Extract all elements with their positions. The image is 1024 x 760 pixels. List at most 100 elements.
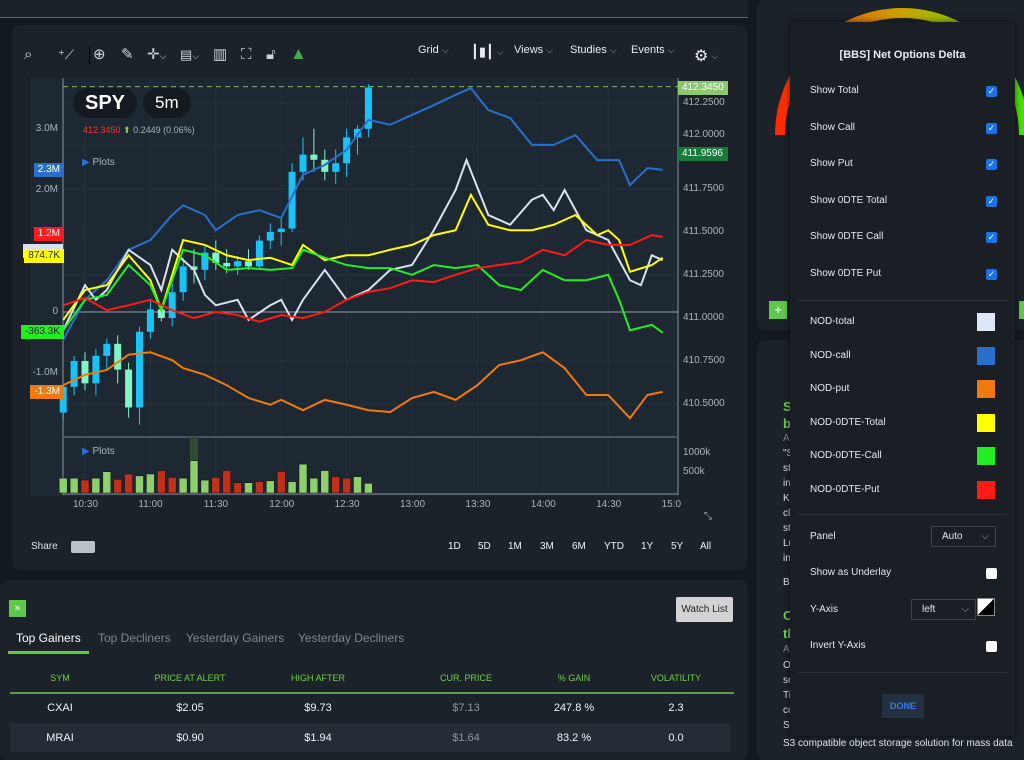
column-header[interactable]: HIGH AFTER — [290, 673, 346, 683]
volume-plots-toggle[interactable]: ▶ Plots — [82, 446, 115, 457]
toggle-checkbox[interactable]: ✓ — [986, 269, 997, 280]
volume-bar — [189, 460, 199, 494]
chevron-down-icon: ⌵ — [667, 44, 675, 55]
toggle-checkbox[interactable]: ✓ — [986, 195, 997, 207]
volume-axis-label: 1000k — [683, 447, 711, 458]
toggle-checkbox[interactable]: ✓ — [986, 86, 997, 97]
news-text-fragment: Ap — [783, 644, 795, 655]
price-tag: 412.3450 — [678, 81, 728, 95]
range-button-1m[interactable]: 1M — [508, 541, 522, 552]
axis-color-swatch[interactable] — [977, 598, 995, 616]
plot-area[interactable] — [30, 78, 678, 496]
table-icon[interactable]: ▥ — [213, 46, 228, 63]
interval-chip[interactable]: 5m — [143, 88, 191, 118]
range-button-5y[interactable]: 5Y — [671, 541, 684, 552]
volume-axis-label: 500k — [683, 466, 705, 477]
candle — [332, 163, 340, 172]
add-button[interactable]: + — [769, 301, 787, 319]
watch-list-button[interactable]: Watch List — [676, 597, 733, 622]
done-button[interactable]: DONE — [882, 694, 924, 718]
color-swatch[interactable] — [977, 313, 995, 331]
add-button[interactable]: + — [1019, 301, 1024, 319]
color-swatch[interactable] — [977, 481, 995, 499]
volume-bar — [102, 471, 112, 494]
color-swatch[interactable] — [977, 380, 995, 399]
range-button-ytd[interactable]: YTD — [604, 541, 624, 552]
candlestick-icon: ┃▮┃ — [471, 44, 494, 59]
column-header[interactable]: VOLATILITY — [650, 673, 702, 683]
toggle-checkbox[interactable]: ✓ — [986, 232, 997, 244]
color-swatch[interactable] — [977, 346, 995, 365]
studies-menu[interactable]: Studies ⌵ — [570, 44, 617, 56]
toggle-label: Show 0DTE Call — [810, 231, 884, 243]
series-value-tag: -1.3M — [30, 385, 64, 399]
column-header[interactable]: PRICE AT ALERT — [154, 673, 226, 683]
volume-bar — [167, 477, 177, 494]
series-value-tag: 2.3M — [33, 163, 64, 177]
events-menu[interactable]: Events ⌵ — [631, 44, 674, 56]
panel-value: Auto — [942, 531, 963, 542]
plots-label: Plots — [92, 157, 115, 168]
volume-bar — [320, 470, 330, 494]
crosshair-icon[interactable]: ✛⌵ — [147, 46, 167, 63]
series-color-label: NOD-put — [810, 383, 850, 395]
volume-bar — [309, 477, 319, 494]
volume-bar — [135, 475, 144, 494]
invert-checkbox[interactable] — [986, 641, 997, 652]
draw-trend-icon[interactable]: ⁺⟋ — [58, 47, 74, 62]
range-button-3m[interactable]: 3M — [540, 541, 554, 552]
range-button-1y[interactable]: 1Y — [641, 541, 654, 552]
news-text-fragment: Ap — [783, 433, 795, 444]
range-button-all[interactable]: All — [700, 541, 712, 552]
panel-select[interactable]: Auto ⌵ — [931, 526, 996, 547]
candle — [201, 252, 209, 270]
news-last-line: S3 compatible object storage solution fo… — [783, 738, 1013, 749]
yaxis-select[interactable]: left ⌵ — [911, 599, 976, 620]
news-text-fragment: cle — [783, 508, 796, 519]
comment-icon[interactable]: ▤⌵ — [180, 47, 200, 62]
column-header[interactable]: % GAIN — [557, 673, 591, 683]
range-button-6m[interactable]: 6M — [572, 541, 586, 552]
underlay-checkbox[interactable] — [986, 568, 997, 579]
price-change: 0.2449 (0.06%) — [133, 125, 195, 135]
tab-top-gainers[interactable]: Top Gainers — [16, 631, 81, 645]
divider — [798, 300, 1007, 301]
range-button-5d[interactable]: 5D — [478, 541, 491, 552]
tab-yesterday-decliners[interactable]: Yesterday Decliners — [298, 631, 405, 645]
color-swatch[interactable] — [977, 413, 995, 432]
range-button-1d[interactable]: 1D — [448, 541, 461, 552]
color-swatch[interactable] — [977, 447, 995, 466]
plots-toggle[interactable]: ▶ Plots — [82, 157, 115, 168]
volume-bar — [146, 473, 155, 494]
views-label: Views — [514, 44, 544, 56]
symbol-chip[interactable]: SPY — [73, 88, 138, 118]
views-menu[interactable]: Views ⌵ — [514, 44, 553, 56]
toggle-checkbox[interactable]: ✓ — [986, 159, 997, 171]
grid-menu[interactable]: Grid ⌵ — [418, 44, 449, 56]
candle — [59, 386, 67, 413]
tab-top-decliners[interactable]: Top Decliners — [98, 631, 171, 645]
unlock-icon[interactable]: 🔓︎ — [266, 46, 276, 63]
search-icon[interactable]: ⌕ — [24, 46, 33, 63]
candle — [288, 171, 296, 229]
keyboard-icon[interactable] — [71, 541, 95, 553]
settings-menu[interactable]: ⚙ ⌵ — [694, 46, 718, 66]
zoom-in-icon[interactable]: ⊕ — [93, 46, 106, 63]
share-button[interactable]: Share — [31, 541, 58, 552]
collapse-icon[interactable]: ⤡ — [704, 511, 712, 522]
volume-bar — [287, 481, 297, 494]
fullscreen-icon[interactable]: ⛶ — [241, 46, 252, 63]
pencil-icon[interactable]: ✎ — [121, 46, 134, 63]
table-header-line — [10, 692, 734, 694]
chart-type-menu[interactable]: ┃▮┃ ⌵ — [471, 44, 504, 60]
toggle-checkbox[interactable]: ✓ — [986, 122, 997, 134]
series-line-nod-call — [62, 86, 663, 341]
time-axis-label: 13:30 — [465, 499, 491, 510]
divider — [798, 672, 1007, 673]
column-header[interactable]: SYM — [50, 673, 70, 683]
warning-icon[interactable]: ▲ — [290, 44, 307, 63]
tab-yesterday-gainers[interactable]: Yesterday Gainers — [186, 631, 285, 645]
column-header[interactable]: CUR. PRICE — [439, 673, 493, 683]
expand-button[interactable]: » — [9, 600, 26, 617]
